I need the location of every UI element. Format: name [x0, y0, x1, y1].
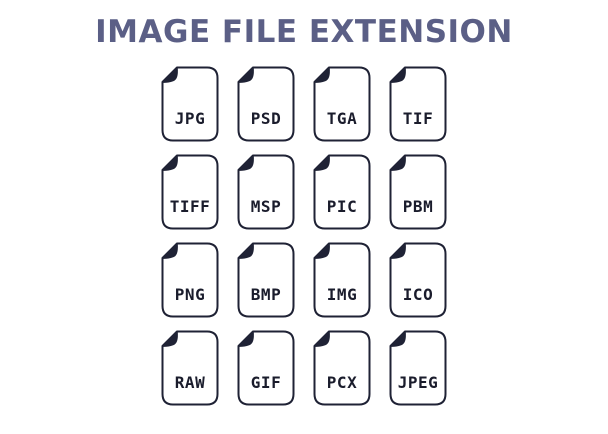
- folded-corner: [389, 66, 406, 83]
- document-icon: [161, 330, 219, 406]
- file-extension-item-jpeg: JPEG: [389, 330, 447, 406]
- file-extension-label: TIFF: [169, 197, 211, 216]
- folded-corner: [389, 242, 406, 259]
- document-outline: [161, 154, 219, 230]
- document-icon: [313, 154, 371, 230]
- file-extension-item-ico: ICO: [389, 242, 447, 318]
- document-icon: [237, 330, 295, 406]
- document-outline: [237, 154, 295, 230]
- folded-corner: [389, 330, 406, 347]
- file-extension-label: PSD: [250, 109, 282, 128]
- document-outline: [237, 330, 295, 406]
- document-icon: [161, 242, 219, 318]
- file-extension-item-pbm: PBM: [389, 154, 447, 230]
- document-outline: [389, 242, 447, 318]
- document-icon: [313, 330, 371, 406]
- document-icon: [237, 154, 295, 230]
- file-extension-label: JPG: [174, 109, 206, 128]
- document-outline: [161, 242, 219, 318]
- file-extension-label: TGA: [326, 109, 358, 128]
- document-icon: [389, 154, 447, 230]
- file-extension-label: PCX: [326, 373, 358, 392]
- file-extension-item-pcx: PCX: [313, 330, 371, 406]
- file-extension-label: IMG: [326, 285, 358, 304]
- document-outline: [389, 330, 447, 406]
- file-extension-label: PBM: [402, 197, 434, 216]
- folded-corner: [313, 242, 330, 259]
- file-extension-item-bmp: BMP: [237, 242, 295, 318]
- file-extension-item-tga: TGA: [313, 66, 371, 142]
- folded-corner: [389, 154, 406, 171]
- folded-corner: [237, 154, 254, 171]
- document-icon: [161, 154, 219, 230]
- document-icon: [237, 66, 295, 142]
- file-extension-item-tiff: TIFF: [161, 154, 219, 230]
- document-icon: [389, 66, 447, 142]
- file-extension-label: PNG: [174, 285, 206, 304]
- document-icon: [161, 66, 219, 142]
- folded-corner: [161, 66, 178, 83]
- document-outline: [389, 154, 447, 230]
- file-extension-item-msp: MSP: [237, 154, 295, 230]
- file-extension-label: RAW: [174, 373, 206, 392]
- document-icon: [313, 242, 371, 318]
- document-outline: [313, 330, 371, 406]
- document-outline: [237, 242, 295, 318]
- document-outline: [313, 66, 371, 142]
- file-extension-label: MSP: [250, 197, 282, 216]
- folded-corner: [237, 66, 254, 83]
- folded-corner: [313, 330, 330, 347]
- document-icon: [313, 66, 371, 142]
- document-outline: [313, 154, 371, 230]
- file-extension-label: ICO: [402, 285, 434, 304]
- folded-corner: [237, 242, 254, 259]
- file-extension-label: BMP: [250, 285, 282, 304]
- document-icon: [389, 330, 447, 406]
- folded-corner: [313, 66, 330, 83]
- document-outline: [313, 242, 371, 318]
- page-title: IMAGE FILE EXTENSION: [95, 14, 513, 50]
- file-extension-label: JPEG: [397, 373, 439, 392]
- file-extension-item-jpg: JPG: [161, 66, 219, 142]
- file-extension-label: PIC: [326, 197, 358, 216]
- file-extension-item-img: IMG: [313, 242, 371, 318]
- document-outline: [237, 66, 295, 142]
- file-extension-label: GIF: [250, 373, 282, 392]
- file-extension-item-tif: TIF: [389, 66, 447, 142]
- folded-corner: [161, 330, 178, 347]
- folded-corner: [161, 242, 178, 259]
- document-outline: [161, 330, 219, 406]
- file-extension-label: TIF: [402, 109, 434, 128]
- file-extension-item-pic: PIC: [313, 154, 371, 230]
- file-extension-item-gif: GIF: [237, 330, 295, 406]
- file-extension-item-png: PNG: [161, 242, 219, 318]
- document-outline: [389, 66, 447, 142]
- document-icon: [237, 242, 295, 318]
- folded-corner: [161, 154, 178, 171]
- file-extension-item-psd: PSD: [237, 66, 295, 142]
- file-icon-grid: JPG PSD TGA TIF TIFF MSP PIC PBM PNG BMP IMG ICO RAW…: [161, 66, 447, 406]
- document-outline: [161, 66, 219, 142]
- folded-corner: [313, 154, 330, 171]
- folded-corner: [237, 330, 254, 347]
- file-extension-item-raw: RAW: [161, 330, 219, 406]
- document-icon: [389, 242, 447, 318]
